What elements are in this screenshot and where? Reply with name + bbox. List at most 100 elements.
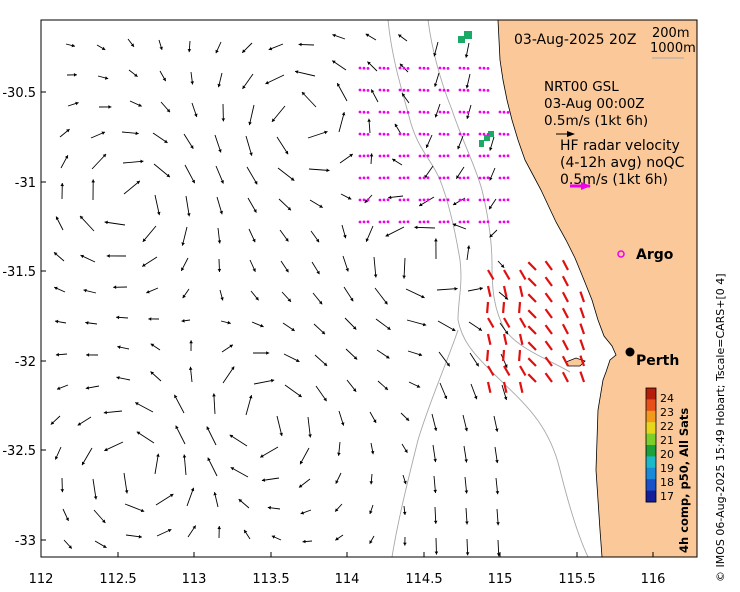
- current-arrow-head: [213, 492, 217, 496]
- hf-vector: [527, 277, 537, 287]
- current-arrow-head: [323, 397, 327, 402]
- current-arrow: [175, 425, 186, 445]
- perth-marker: [625, 347, 635, 357]
- hf-vector: [502, 381, 508, 393]
- current-arrow: [277, 167, 295, 181]
- x-tick-label: 113: [182, 572, 207, 587]
- hf-vector: [503, 365, 511, 377]
- nrt-vector-dot: [418, 88, 422, 92]
- current-arrow: [436, 288, 458, 291]
- hf-vector: [544, 372, 553, 383]
- nrt-vector-dot: [482, 154, 486, 158]
- current-arrow: [215, 165, 224, 184]
- y-tick-label: -33: [15, 534, 36, 549]
- current-arrow-head: [300, 460, 304, 465]
- current-arrow-head: [405, 417, 410, 421]
- hf-vector: [561, 323, 569, 335]
- axis-ticks: [40, 91, 654, 557]
- current-arrow-head: [80, 254, 84, 259]
- current-arrow-head: [352, 388, 357, 392]
- nrt-vector-dot: [426, 198, 430, 202]
- current-arrow: [122, 160, 144, 164]
- current-arrow: [222, 366, 235, 384]
- nrt-vector-dot: [458, 176, 462, 180]
- hf-vector: [561, 259, 569, 271]
- nrt-vector-dot: [366, 89, 370, 92]
- current-arrow-head: [456, 175, 460, 179]
- nrt-vector-dot: [446, 220, 450, 224]
- nrt-vector-dot: [386, 176, 390, 180]
- current-arrow-head: [218, 149, 222, 153]
- current-arrow-head: [55, 352, 59, 357]
- nrt-vector-dot: [378, 110, 382, 114]
- nrt-vector-dot: [402, 198, 406, 202]
- current-arrow-head: [189, 340, 193, 344]
- nrt-vector-dot: [422, 220, 426, 224]
- perth-label: Perth: [636, 353, 679, 369]
- current-arrow: [403, 257, 406, 279]
- hf-legend-title: HF radar velocity: [560, 138, 680, 154]
- nrt-vector-dot: [398, 198, 402, 202]
- current-arrow-head: [194, 113, 198, 117]
- current-arrow-head: [191, 179, 195, 184]
- current-arrow-head: [159, 46, 163, 50]
- current-arrow: [338, 111, 345, 133]
- nrt-vector-dot: [366, 176, 370, 180]
- nrt-vector-dot: [442, 88, 446, 92]
- hf-vector: [519, 317, 527, 329]
- nrt-vector-dot: [366, 220, 370, 224]
- current-arrow: [294, 70, 316, 77]
- hf-vector: [544, 276, 553, 287]
- current-arrow: [242, 73, 254, 90]
- current-arrow-head: [252, 238, 256, 243]
- current-arrow: [276, 136, 289, 155]
- nrt-vector-dot: [438, 176, 442, 180]
- nrt-vector-dot: [498, 176, 502, 180]
- nrt-vector-dot: [466, 111, 470, 114]
- current-arrow-head: [101, 46, 106, 50]
- nrt-vector-dot: [398, 132, 402, 136]
- current-arrow-head: [454, 287, 458, 291]
- current-arrow-head: [68, 545, 72, 549]
- nrt-vector-dot: [362, 88, 366, 92]
- current-arrow-head: [285, 268, 289, 273]
- nrt-vector-dot: [378, 198, 382, 202]
- nrt-vector-dot: [366, 67, 370, 70]
- current-arrow: [81, 447, 93, 466]
- current-arrow-head: [367, 61, 371, 65]
- argo-label: Argo: [636, 247, 674, 263]
- current-arrow: [246, 166, 258, 185]
- nrt-vector-dot: [398, 154, 402, 158]
- current-arrow-head: [385, 233, 390, 237]
- current-arrow-head: [271, 535, 276, 539]
- nrt-vector-dot: [378, 220, 382, 224]
- current-arrow-head: [446, 362, 450, 367]
- nrt-vector-dot: [506, 111, 510, 114]
- current-arrow-head: [416, 384, 421, 388]
- current-arrow: [213, 393, 216, 415]
- hf-vector: [486, 381, 492, 393]
- current-arrow-head: [466, 245, 471, 249]
- current-arrow-head: [136, 431, 141, 435]
- current-arrow-head: [504, 296, 509, 300]
- nrt-vector-dot: [466, 133, 470, 136]
- current-arrow-head: [373, 419, 377, 423]
- nrt-vector-dot: [442, 154, 446, 158]
- sst-colorbar: [646, 388, 656, 503]
- current-arrow-head: [308, 434, 312, 438]
- current-arrow-head: [364, 199, 369, 203]
- current-arrow-head: [298, 42, 302, 47]
- nrt-vector-dot: [458, 88, 462, 92]
- nrt-vector-dot: [382, 88, 386, 92]
- hf-vector: [561, 291, 569, 303]
- nrt-vector-dot: [462, 88, 466, 92]
- current-arrow-head: [54, 456, 59, 460]
- current-arrow-head: [266, 351, 270, 355]
- current-arrow-head: [341, 112, 346, 116]
- current-arrow-head: [220, 180, 224, 184]
- current-arrow-head: [335, 537, 339, 541]
- current-arrow: [284, 384, 302, 398]
- colorbar-frame: [645, 387, 657, 503]
- hf-vector: [519, 269, 527, 281]
- hf-vector: [502, 333, 508, 345]
